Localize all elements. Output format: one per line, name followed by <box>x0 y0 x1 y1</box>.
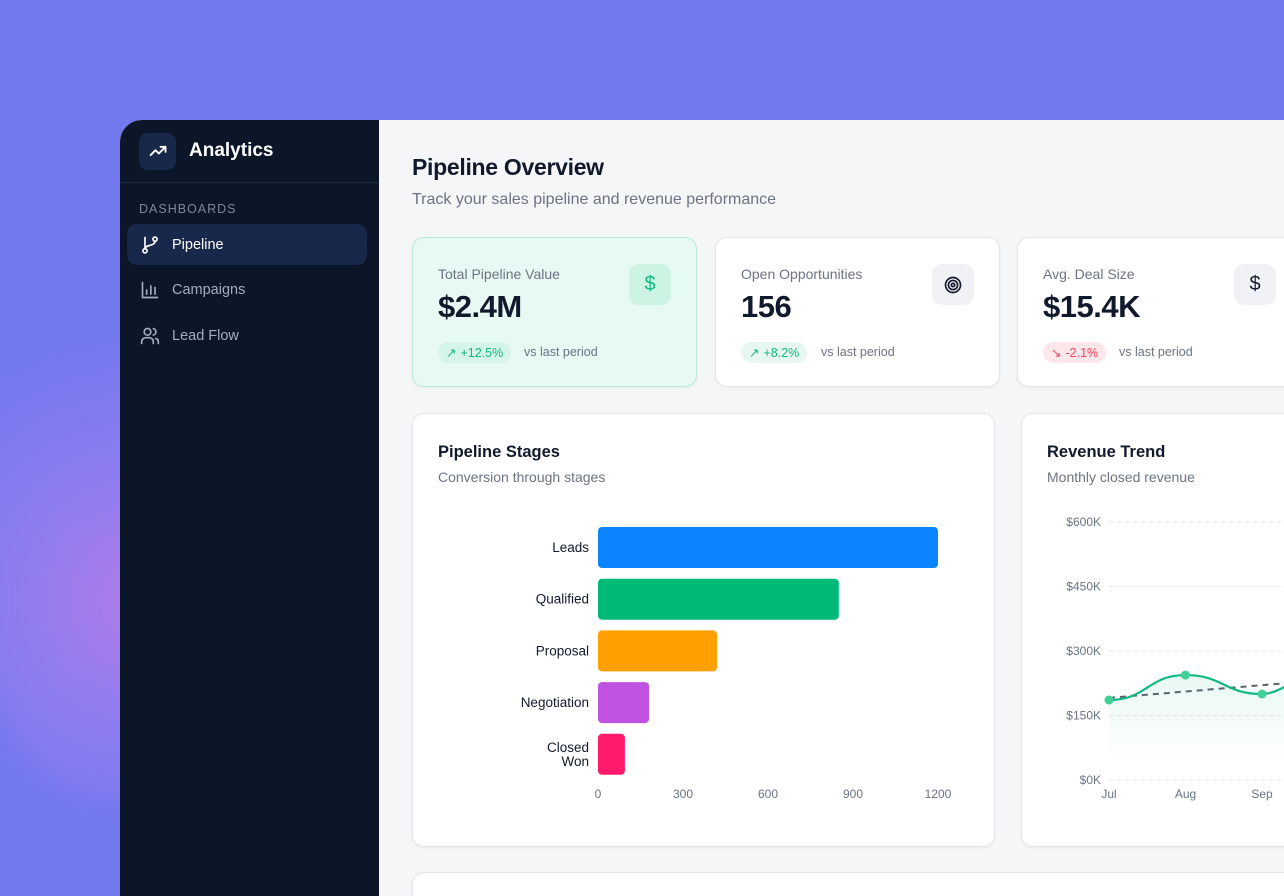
y-tick-label: $150K <box>1066 709 1101 723</box>
bar-label: Closed <box>547 740 589 755</box>
bottom-card <box>412 872 1284 896</box>
page-title: Pipeline Overview <box>412 154 604 180</box>
trend-line <box>1108 682 1284 699</box>
data-point <box>1257 689 1267 699</box>
app-name: Analytics <box>189 140 274 161</box>
x-tick-label: 900 <box>843 787 863 801</box>
change-badge: ↘ -2.1% <box>1043 342 1107 363</box>
change-value: -2.1% <box>1065 345 1099 360</box>
bar-negotiation <box>598 682 649 724</box>
bar-label: Won <box>561 754 589 769</box>
revenue-trend-card: Revenue Trend Monthly closed revenue $0K… <box>1021 413 1284 847</box>
dollar-icon: $ <box>1234 264 1276 305</box>
pipeline-stages-card: Pipeline Stages Conversion through stage… <box>412 413 995 847</box>
chart-subtitle: Monthly closed revenue <box>1047 469 1195 485</box>
bar-closed-won <box>598 733 625 775</box>
sidebar-item-pipeline[interactable]: Pipeline <box>127 224 367 265</box>
y-tick-label: $450K <box>1066 580 1101 594</box>
trend-down-icon: ↘ <box>1051 346 1062 360</box>
comparison-note: vs last period <box>1119 345 1193 359</box>
kpi-card-avg-deal-size: Avg. Deal Size $15.4K $ ↘ -2.1% vs last p… <box>1017 237 1284 387</box>
app-window: Analytics DASHBOARDS Pipeline Campaigns … <box>120 120 1284 896</box>
target-icon <box>932 264 974 305</box>
dollar-icon: $ <box>629 264 671 305</box>
change-badge: ↗ +12.5% <box>438 342 512 363</box>
x-tick-label: Jul <box>1101 787 1116 801</box>
change-value: +8.2% <box>763 345 800 360</box>
main-content: Pipeline Overview Track your sales pipel… <box>379 120 1284 896</box>
x-tick-label: 1200 <box>925 787 952 801</box>
revenue-line <box>1108 673 1284 702</box>
sidebar-item-lead-flow[interactable]: Lead Flow <box>127 315 367 356</box>
kpi-card-open-opportunities: Open Opportunities 156 ↗ +8.2% vs last pe… <box>715 237 1000 387</box>
y-tick-label: $0K <box>1080 773 1101 787</box>
x-tick-label: Sep <box>1251 787 1273 801</box>
bar-qualified <box>598 578 839 620</box>
bar-label: Negotiation <box>521 695 589 710</box>
chart-title: Revenue Trend <box>1047 443 1166 461</box>
trending-up-icon <box>139 132 176 170</box>
y-tick-label: $300K <box>1066 644 1101 658</box>
chart-title: Pipeline Stages <box>438 443 560 461</box>
bar-leads <box>598 527 938 568</box>
y-tick-label: $600K <box>1066 515 1101 529</box>
kpi-value: $2.4M <box>438 289 522 324</box>
data-point <box>1104 695 1114 705</box>
users-icon <box>140 327 160 344</box>
sidebar-item-campaigns[interactable]: Campaigns <box>127 270 367 311</box>
x-tick-label: 300 <box>673 787 693 801</box>
revenue-trend-chart: $0K $150K $300K $450K $600K Jul Aug Sep <box>1066 515 1284 801</box>
bar-chart-icon <box>141 281 159 299</box>
change-badge: ↗ +8.2% <box>741 342 808 363</box>
bar-proposal <box>598 630 717 672</box>
sidebar-item-label: Campaigns <box>172 282 246 298</box>
bar-label: Proposal <box>536 643 589 658</box>
change-value: +12.5% <box>460 345 504 360</box>
comparison-note: vs last period <box>524 345 598 359</box>
bar-label: Qualified <box>536 592 589 607</box>
comparison-note: vs last period <box>821 345 895 359</box>
section-label: DASHBOARDS <box>139 202 237 216</box>
git-branch-icon <box>142 235 158 254</box>
trend-up-icon: ↗ <box>749 346 760 360</box>
kpi-value: 156 <box>741 289 792 324</box>
brand: Analytics <box>120 120 379 183</box>
kpi-label: Avg. Deal Size <box>1043 266 1135 282</box>
sidebar: Analytics DASHBOARDS Pipeline Campaigns … <box>120 120 379 896</box>
x-tick-label: 600 <box>758 787 778 801</box>
bar-label: Leads <box>552 540 589 555</box>
data-point <box>1181 670 1190 680</box>
kpi-label: Total Pipeline Value <box>438 266 560 282</box>
page-subtitle: Track your sales pipeline and revenue pe… <box>412 191 777 208</box>
kpi-card-total-pipeline: Total Pipeline Value $2.4M $ ↗ +12.5% vs … <box>412 237 697 387</box>
kpi-label: Open Opportunities <box>741 266 863 282</box>
area-fill <box>1109 675 1284 760</box>
x-tick-label: 0 <box>595 787 602 801</box>
x-tick-label: Aug <box>1175 787 1196 801</box>
sidebar-item-label: Pipeline <box>172 236 224 253</box>
trend-up-icon: ↗ <box>446 346 457 360</box>
kpi-value: $15.4K <box>1043 289 1140 324</box>
pipeline-stages-chart: Leads Qualified Proposal Negotiation ClosedW… <box>521 527 952 801</box>
chart-subtitle: Conversion through stages <box>438 469 606 485</box>
sidebar-item-label: Lead Flow <box>172 327 239 344</box>
